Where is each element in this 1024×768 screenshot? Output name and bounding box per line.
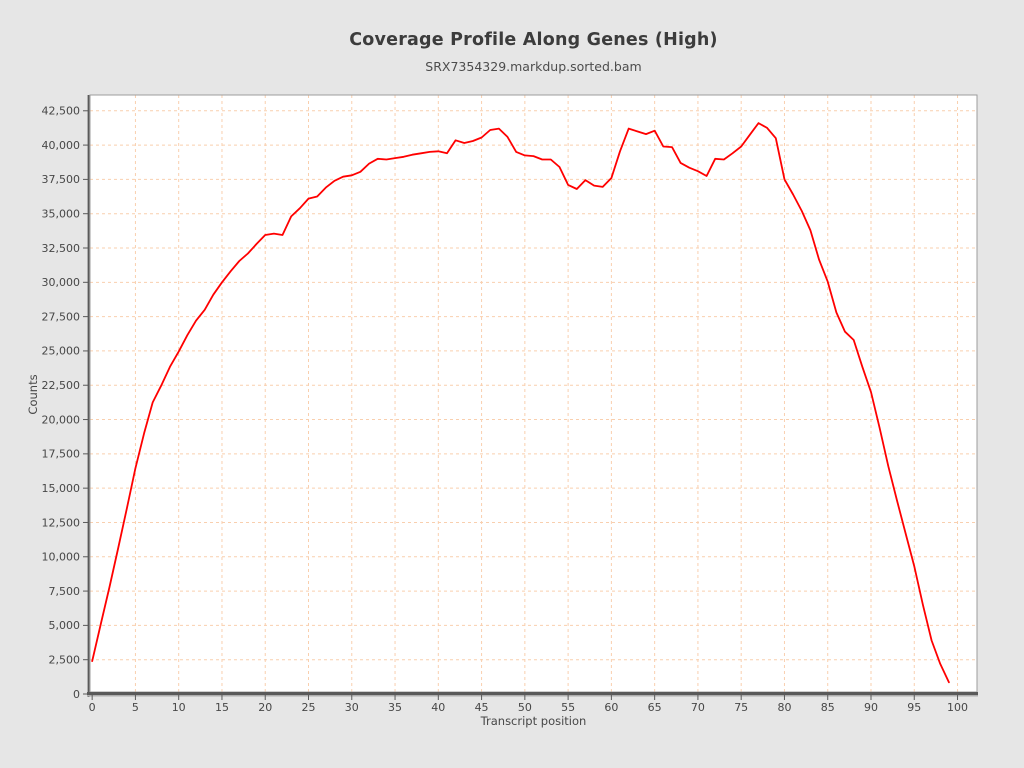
x-tick-label: 100 (947, 701, 968, 714)
y-tick-label: 15,000 (42, 482, 81, 495)
y-tick-label: 25,000 (42, 345, 81, 358)
y-tick-label: 32,500 (42, 242, 81, 255)
x-tick-label: 0 (89, 701, 96, 714)
y-axis-title: Counts (26, 374, 40, 414)
x-tick-label: 25 (302, 701, 316, 714)
y-tick-label: 7,500 (49, 585, 81, 598)
series-line-coverage (91, 122, 950, 684)
x-tick-label: 40 (431, 701, 445, 714)
x-tick-label: 10 (172, 701, 186, 714)
x-tick-label: 55 (561, 701, 575, 714)
y-tick-label: 35,000 (42, 208, 81, 221)
y-tick-label: 22,500 (42, 379, 81, 392)
x-tick-label: 70 (691, 701, 705, 714)
y-tick-label: 12,500 (42, 516, 81, 529)
x-tick-label: 30 (345, 701, 359, 714)
x-tick-label: 60 (604, 701, 618, 714)
x-tick-label: 20 (258, 701, 272, 714)
x-tick-label: 95 (907, 701, 921, 714)
x-tick-label: 90 (864, 701, 878, 714)
x-tick-label: 35 (388, 701, 402, 714)
y-tick-label: 2,500 (49, 653, 81, 666)
x-tick-label: 75 (734, 701, 748, 714)
y-tick-label: 0 (73, 688, 80, 701)
x-axis-line-shadow (87, 695, 978, 697)
y-tick-label: 20,000 (42, 413, 81, 426)
x-tick-label: 15 (215, 701, 229, 714)
y-tick-label: 37,500 (42, 173, 81, 186)
x-tick-label: 5 (132, 701, 139, 714)
x-tick-label: 65 (648, 701, 662, 714)
plot-background (90, 95, 977, 692)
y-tick-label: 42,500 (42, 105, 81, 118)
x-tick-label: 50 (518, 701, 532, 714)
y-tick-label: 27,500 (42, 310, 81, 323)
y-tick-label: 30,000 (42, 276, 81, 289)
x-axis-title: Transcript position (480, 714, 587, 728)
x-tick-label: 85 (821, 701, 835, 714)
y-tick-label: 5,000 (49, 619, 81, 632)
y-tick-label: 40,000 (42, 139, 81, 152)
x-tick-label: 45 (475, 701, 489, 714)
y-tick-label: 10,000 (42, 551, 81, 564)
x-tick-label: 80 (777, 701, 791, 714)
y-tick-label: 17,500 (42, 448, 81, 461)
x-axis-line (87, 692, 978, 695)
